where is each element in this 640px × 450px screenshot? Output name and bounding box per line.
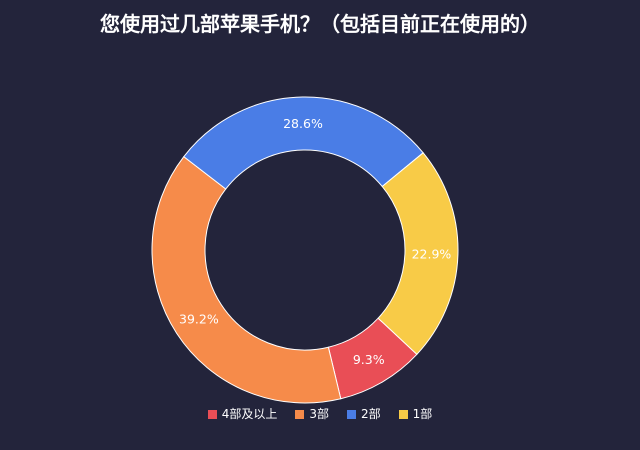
slice-label-4-plus: 9.3% <box>353 352 385 367</box>
legend-label: 3部 <box>309 407 329 421</box>
slice-label-2: 28.6% <box>283 116 323 131</box>
slice-label-1: 22.9% <box>412 246 452 261</box>
donut-slice-1[interactable] <box>377 152 459 356</box>
donut-slice-2[interactable] <box>183 96 424 190</box>
legend-swatch <box>207 409 217 419</box>
chart-title: 您使用过几部苹果手机？（包括目前正在使用的） <box>100 12 540 36</box>
legend-label: 4部及以上 <box>221 407 278 421</box>
slice-label-3: 39.2% <box>179 311 219 326</box>
legend-item-2[interactable]: 2部 <box>347 406 381 422</box>
chart-legend: 4部及以上 3部 2部 1部 <box>0 406 640 422</box>
legend-swatch <box>295 409 305 419</box>
legend-swatch <box>398 409 408 419</box>
legend-item-3[interactable]: 3部 <box>295 406 329 422</box>
legend-item-4-plus[interactable]: 4部及以上 <box>207 406 278 422</box>
legend-item-1[interactable]: 1部 <box>398 406 433 422</box>
legend-label: 2部 <box>361 407 381 421</box>
legend-swatch <box>347 409 356 419</box>
legend-label: 1部 <box>412 407 433 421</box>
donut-slice-3[interactable] <box>151 155 342 404</box>
